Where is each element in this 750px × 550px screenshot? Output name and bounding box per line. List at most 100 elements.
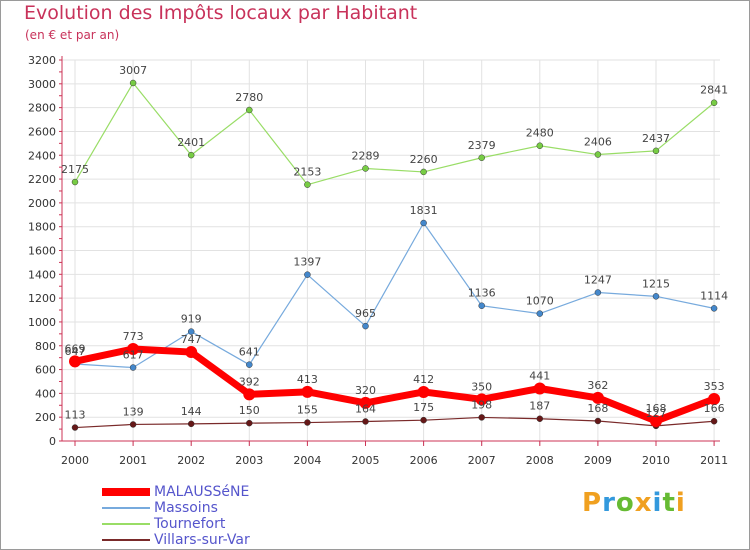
y-tick-label-400: 400 xyxy=(35,387,56,400)
point-villars-sur-var-2001 xyxy=(129,421,137,428)
point-malauss-ne-2001 xyxy=(127,342,140,355)
logo-letter: i xyxy=(675,488,686,518)
legend-swatch-massoins xyxy=(102,507,150,509)
legend-swatch-villars xyxy=(102,539,150,541)
data-label-tournefort-2004: 2153 xyxy=(293,166,321,179)
x-tick-label-2002: 2002 xyxy=(177,454,205,467)
logo-letter: P xyxy=(582,488,603,518)
y-tick-label-2000: 2000 xyxy=(28,197,56,210)
point-massoins-2004 xyxy=(304,271,311,278)
series-line-villars-sur-var xyxy=(74,416,715,429)
y-tick-label-1800: 1800 xyxy=(28,221,56,234)
data-label-massoins-2004: 1397 xyxy=(293,256,321,269)
data-label-tournefort-2005: 2289 xyxy=(352,149,380,162)
data-label-massoins-2009: 1247 xyxy=(584,274,612,287)
y-tick-label-3200: 3200 xyxy=(28,54,56,67)
data-label-malauss-ne-2004: 413 xyxy=(297,373,318,386)
legend-item-massoins: Massoins xyxy=(102,500,352,516)
y-tick-label-600: 600 xyxy=(35,364,56,377)
y-tick-label-800: 800 xyxy=(35,340,56,353)
data-label-villars-sur-var-2001: 139 xyxy=(123,405,144,418)
point-malauss-ne-2004 xyxy=(301,385,314,398)
data-label-tournefort-2008: 2480 xyxy=(526,127,554,140)
y-tick-label-2400: 2400 xyxy=(28,149,56,162)
data-label-villars-sur-var-2011: 166 xyxy=(704,402,725,415)
point-massoins-2006 xyxy=(420,219,427,227)
data-label-malauss-ne-2005: 320 xyxy=(355,384,376,397)
y-tick-label-1200: 1200 xyxy=(28,292,56,305)
logo-letter: i xyxy=(652,488,663,518)
data-label-massoins-2010: 1215 xyxy=(642,277,670,290)
x-tick-label-2004: 2004 xyxy=(293,454,321,467)
data-label-malauss-ne-2006: 412 xyxy=(413,373,434,386)
point-massoins-2010 xyxy=(652,293,660,300)
logo-letter: o xyxy=(615,488,635,518)
data-label-villars-sur-var-2003: 150 xyxy=(239,404,260,417)
point-massoins-2008 xyxy=(536,310,544,317)
x-tick-label-2005: 2005 xyxy=(352,454,380,467)
data-label-malauss-ne-2011: 353 xyxy=(704,380,725,393)
data-label-massoins-2003: 641 xyxy=(239,346,260,359)
data-label-malauss-ne-2008: 441 xyxy=(529,369,550,382)
legend-label-massoins: Massoins xyxy=(154,500,218,516)
point-massoins-2003 xyxy=(246,361,253,368)
data-label-malauss-ne-2001: 773 xyxy=(123,330,144,343)
point-tournefort-2003 xyxy=(246,106,253,114)
data-label-massoins-2001: 617 xyxy=(123,349,144,362)
data-label-massoins-2008: 1070 xyxy=(526,295,554,308)
legend-label-villars: Villars-sur-Var xyxy=(154,532,250,548)
data-label-tournefort-2009: 2406 xyxy=(584,136,612,149)
y-tick-label-2800: 2800 xyxy=(28,102,56,115)
point-villars-sur-var-2009 xyxy=(594,417,602,425)
data-label-massoins-2006: 1831 xyxy=(410,204,438,217)
point-tournefort-2005 xyxy=(362,165,369,172)
data-labels: 2175 3007 2401 2780 2153 2289 2260 2379 2480 2406… xyxy=(61,64,728,422)
y-tick-label-1400: 1400 xyxy=(28,268,56,281)
data-label-tournefort-2007: 2379 xyxy=(468,139,496,152)
point-malauss-ne-2009 xyxy=(591,391,604,404)
y-tick-label-2600: 2600 xyxy=(28,125,56,138)
point-malauss-ne-2000 xyxy=(69,355,81,368)
data-label-tournefort-2003: 2780 xyxy=(235,91,263,104)
data-label-tournefort-2002: 2401 xyxy=(177,136,205,149)
data-label-tournefort-2006: 2260 xyxy=(410,153,438,166)
point-malauss-ne-2006 xyxy=(417,385,430,398)
data-label-malauss-ne-2007: 350 xyxy=(471,380,492,393)
point-malauss-ne-2002 xyxy=(185,346,198,359)
x-tick-label-2008: 2008 xyxy=(526,454,554,467)
legend-label-malaussene: MALAUSSéNE xyxy=(154,484,250,500)
point-malauss-ne-2008 xyxy=(533,382,546,395)
point-malauss-ne-2010 xyxy=(650,414,662,427)
data-label-tournefort-2011: 2841 xyxy=(700,84,728,97)
x-tick-label-2001: 2001 xyxy=(119,454,147,467)
point-villars-sur-var-2011 xyxy=(710,417,718,425)
data-label-tournefort-2001: 3007 xyxy=(119,64,147,77)
point-villars-sur-var-2006 xyxy=(420,416,427,424)
data-label-villars-sur-var-2005: 164 xyxy=(355,402,376,415)
data-label-massoins-2000: 647 xyxy=(65,345,86,358)
data-label-malauss-ne-2009: 362 xyxy=(587,379,608,392)
data-label-malauss-ne-2002: 747 xyxy=(181,333,202,346)
point-tournefort-2000 xyxy=(71,178,79,186)
series-layer xyxy=(69,79,721,431)
data-label-malauss-ne-2003: 392 xyxy=(239,375,260,388)
data-label-tournefort-2010: 2437 xyxy=(642,132,670,145)
y-tick-label-0: 0 xyxy=(49,435,56,448)
data-label-massoins-2007: 1136 xyxy=(468,287,496,300)
data-label-villars-sur-var-2007: 198 xyxy=(471,398,492,411)
point-malauss-ne-2011 xyxy=(708,392,721,405)
point-malauss-ne-2005 xyxy=(359,396,372,409)
logo-letter: r xyxy=(602,488,616,518)
series-line-massoins xyxy=(74,222,715,369)
x-tick-label-2007: 2007 xyxy=(468,454,496,467)
data-label-massoins-2005: 965 xyxy=(355,307,376,320)
data-label-villars-sur-var-2000: 113 xyxy=(65,409,86,422)
data-label-massoins-2002: 919 xyxy=(181,313,202,326)
proxiti-logo: Proxiti xyxy=(582,488,686,518)
point-villars-sur-var-2005 xyxy=(362,418,369,425)
point-massoins-2007 xyxy=(478,302,485,309)
y-tick-label-2200: 2200 xyxy=(28,173,56,186)
legend-item-tournefort: Tournefort xyxy=(102,516,352,532)
data-label-malauss-ne-2000: 669 xyxy=(65,342,86,355)
